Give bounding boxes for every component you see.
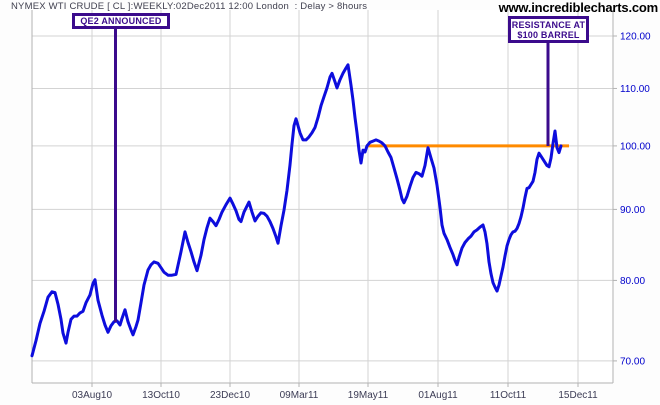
x-axis-label: 11Oct11 [490,390,527,401]
annotation-resistance-line1: RESISTANCE AT [511,20,586,30]
annotation-resistance-box: RESISTANCE AT $100 BARREL [508,16,589,43]
y-axis-label: 110.00 [620,84,650,95]
x-axis-label: 13Oct10 [142,390,180,401]
x-axis-label: 03Aug10 [72,390,112,401]
price-line [30,63,563,358]
x-axis-label: 09Mar11 [280,390,319,401]
annotation-qe2-label: QE2 ANNOUNCED [80,16,162,26]
x-axis-label: 15Dec11 [558,390,598,401]
annotation-qe2-box: QE2 ANNOUNCED [72,13,170,29]
x-axis-label: 19May11 [348,390,389,401]
x-axis-label: 23Dec10 [210,390,250,401]
chart-title: NYMEX WTI CRUDE [ CL ]:WEEKLY:02Dec2011 … [11,1,368,12]
plot-border [31,10,614,384]
watermark-link[interactable]: www.incrediblecharts.com [498,0,659,15]
x-axis-label: 01Aug11 [418,390,458,401]
y-axis-label: 120.00 [620,32,651,43]
y-axis-label: 70.00 [620,356,645,367]
y-axis-label: 90.00 [620,205,645,216]
annotation-resistance-line2: $100 BARREL [517,30,580,40]
y-axis-label: 100.00 [620,141,651,152]
y-axis-label: 80.00 [620,276,645,287]
